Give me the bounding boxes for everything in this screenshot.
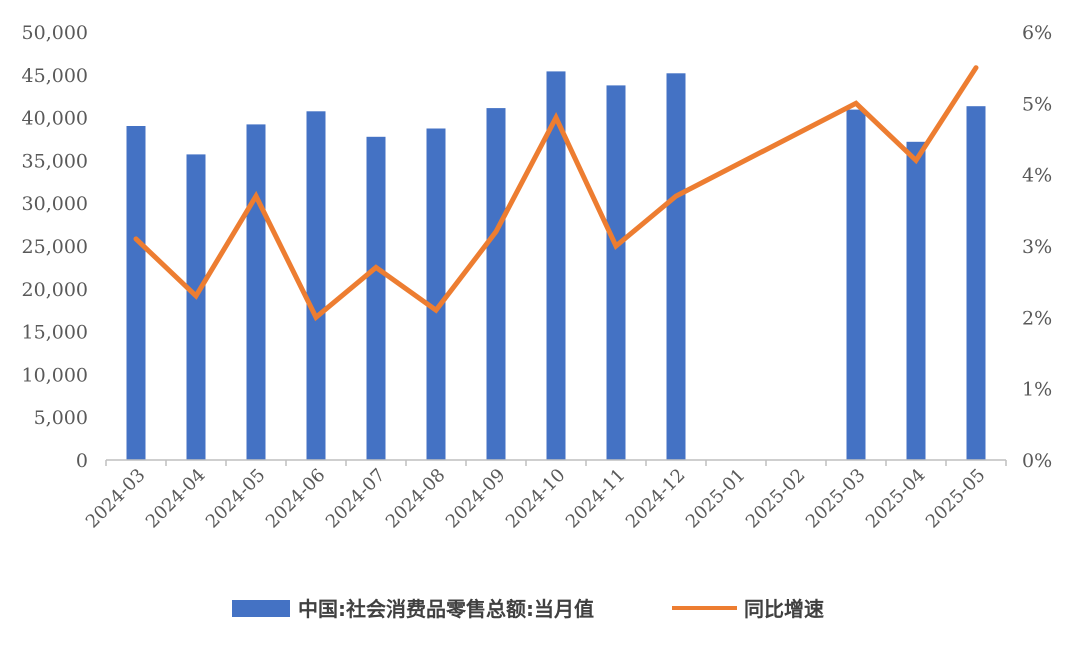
x-tick-label: 2025-02 [742,465,810,533]
x-tick-label: 2024-12 [622,465,690,533]
bar-2024-06 [306,111,326,461]
x-tick-label: 2024-05 [202,465,270,533]
x-tick-label: 2024-04 [142,465,210,533]
line-layer [133,65,979,322]
bars-layer [126,71,986,461]
left-tick-label: 20,000 [22,279,88,301]
x-tick-label: 2024-09 [442,465,510,533]
bar-2024-11 [606,85,626,461]
bar-2024-05 [246,124,266,461]
x-tick-label: 2024-11 [562,465,630,533]
left-tick-label: 5,000 [34,407,88,429]
x-tick-label: 2024-08 [382,465,450,533]
bar-2024-10 [546,71,566,461]
x-tick-label: 2025-04 [862,465,930,533]
left-tick-label: 0 [76,450,88,472]
x-tick-label: 2024-03 [82,465,150,533]
left-axis-ticks: 0 5,000 10,000 15,000 20,000 25,000 30,000 35,0… [22,22,88,472]
bar-2024-04 [186,154,206,460]
bar-2024-09 [486,108,506,460]
bar-2024-08 [426,128,446,460]
left-tick-label: 35,000 [22,150,88,172]
bar-2024-03 [126,126,146,460]
legend: 中国:社会消费品零售总额:当月值 同比增速 [232,597,824,621]
x-tick-label: 2024-07 [322,465,390,533]
right-tick-label: 1% [1022,379,1052,401]
right-tick-label: 0% [1022,450,1052,472]
x-axis-ticks: 2024-032024-042024-052024-062024-072024-… [82,460,1007,533]
left-tick-label: 40,000 [22,108,88,130]
right-tick-label: 2% [1022,307,1052,329]
x-tick-label: 2025-05 [922,465,990,533]
bar-2025-05 [966,106,986,460]
right-tick-label: 4% [1022,165,1052,187]
x-tick-label: 2024-06 [262,465,330,533]
right-tick-label: 3% [1022,236,1052,258]
left-tick-label: 25,000 [22,236,88,258]
left-tick-label: 10,000 [22,364,88,386]
legend-label-bar: 中国:社会消费品零售总额:当月值 [298,597,594,621]
right-axis-ticks: 0% 1% 2% 3% 4% 5% 6% [1022,22,1052,472]
left-tick-label: 50,000 [22,22,88,44]
x-tick-label: 2024-10 [502,465,570,533]
bar-2025-04 [906,141,926,461]
x-tick-label: 2025-03 [802,465,870,533]
left-tick-label: 30,000 [22,193,88,215]
right-tick-label: 5% [1022,93,1052,115]
left-tick-label: 45,000 [22,65,88,87]
bar-2024-07 [366,136,386,461]
right-tick-label: 6% [1022,22,1052,44]
bar-2024-12 [666,73,686,461]
bar-2025-03 [846,109,866,460]
x-tick-label: 2025-01 [682,465,750,533]
legend-swatch-bar [232,600,290,617]
legend-label-line: 同比增速 [744,597,824,621]
left-tick-label: 15,000 [22,322,88,344]
